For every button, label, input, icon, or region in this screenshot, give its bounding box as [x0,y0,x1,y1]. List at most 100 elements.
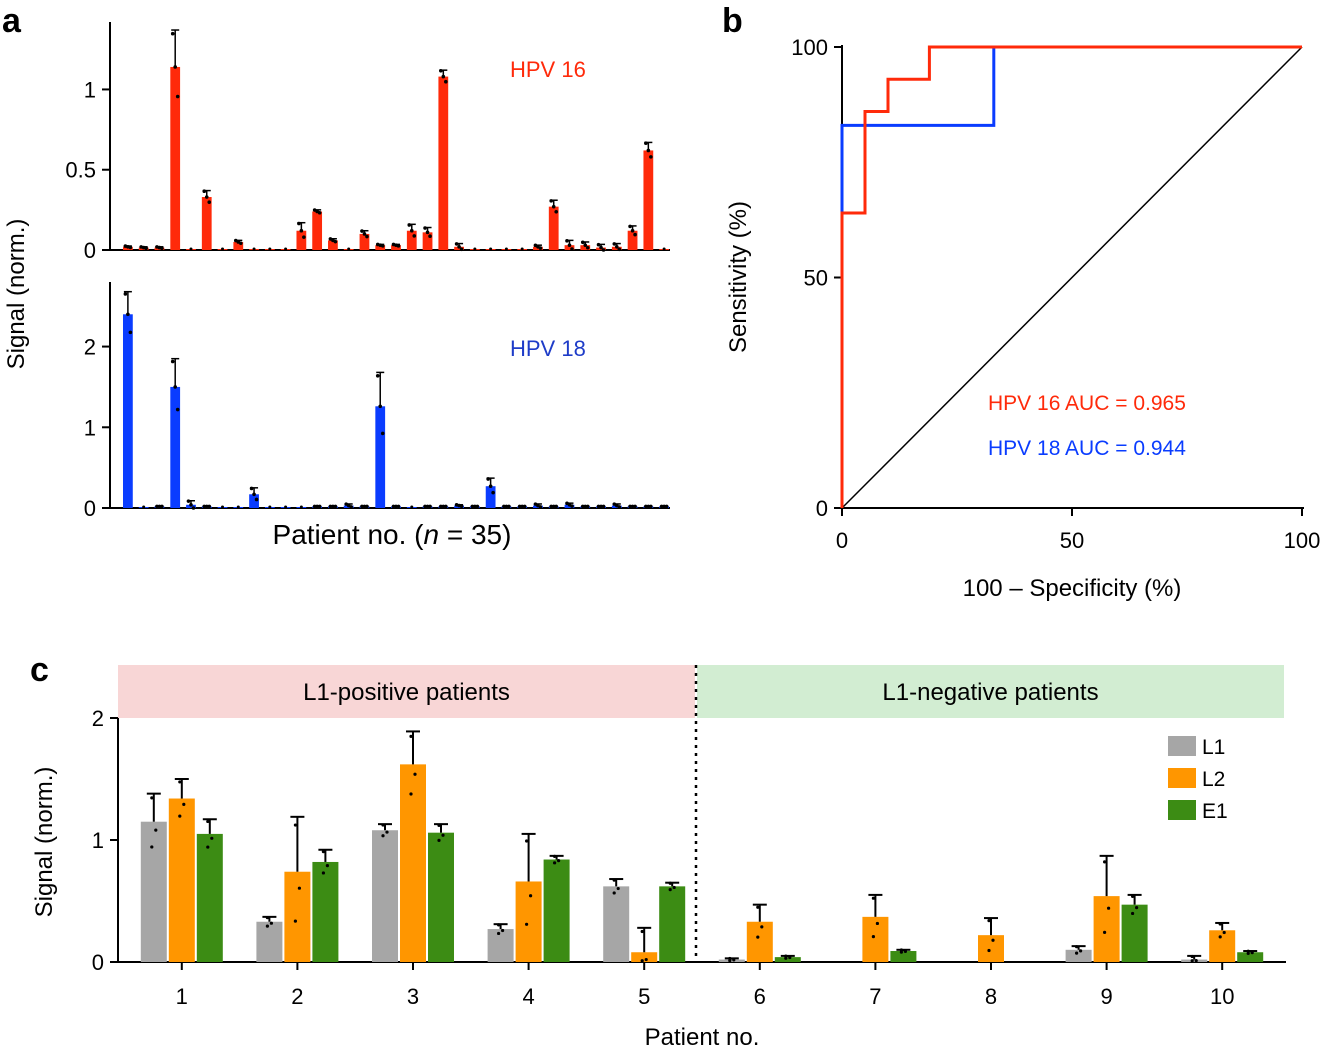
hpv16-data-point [160,246,164,251]
hpv18-data-point [554,504,559,509]
hpv18-data-point [236,505,240,509]
hpv16-data-point [360,229,364,233]
hpv18-data-point [299,505,303,509]
data-point [1079,949,1083,953]
hpv18-data-point [315,504,319,509]
hpv18-data-point [644,504,648,509]
panel-a-xlabel-n: n [424,519,440,550]
hpv16-bar [170,66,181,250]
data-point [210,836,214,840]
bar-l2 [862,916,889,962]
hpv18-data-point [365,504,369,509]
hpv18-data-point [331,504,335,509]
bar-e1 [659,886,686,962]
hpv16-data-point [489,247,493,251]
bar-l2 [168,798,195,962]
hpv18-data-point [522,504,527,509]
hpv16-data-point [459,247,464,252]
panel-b-legend-hpv18: HPV 18 AUC = 0.944 [988,437,1186,460]
data-point [553,854,557,859]
roc-xtick-label: 50 [1060,528,1084,553]
hpv18-data-point [254,497,259,502]
hpv18-data-point [617,505,622,509]
legend-label-e1: E1 [1202,800,1228,823]
hpv18-bar [170,386,181,508]
hpv18-data-point [630,504,635,509]
data-point [381,823,385,827]
hpv18-data-point [425,504,430,509]
data-point [150,796,154,800]
hpv16-data-point [128,245,133,250]
hpv16-bar [201,197,212,250]
hpv16-data-point [425,230,430,235]
data-point [265,915,269,920]
data-point [616,886,620,891]
hpv18-ytick-label: 0 [84,496,96,521]
hpv18-data-point [155,504,159,509]
hpv16-bar [328,240,338,250]
panel-c-ytick-label: 2 [92,706,104,731]
data-point [1218,922,1222,926]
data-point [557,859,561,863]
data-point [1190,954,1194,959]
hpv16-data-point [189,247,193,251]
hpv16-bar [438,76,449,250]
hpv18-data-point [126,312,130,317]
bar-l1 [256,921,283,962]
data-point [1250,951,1254,955]
legend-label-l2: L2 [1202,768,1225,791]
hpv16-bar [359,233,370,250]
hpv18-data-point [284,505,288,509]
hpv18-data-point [538,505,543,509]
panel-a-ylabel: Signal (norm.) [3,219,30,370]
panel-c-ylabel: Signal (norm.) [31,767,58,918]
roc-ytick-label: 50 [804,266,828,291]
data-point [409,792,413,796]
hpv16-bar [233,241,244,250]
hpv16-data-point [628,224,632,229]
hpv16-data-point [441,74,446,79]
data-point [903,949,908,953]
hpv18-data-point [601,504,606,509]
bar-e1 [1237,952,1264,962]
data-point [1135,905,1139,910]
hpv16-data-point [662,247,666,251]
hpv18-data-point [170,359,175,364]
bar-e1 [196,833,223,962]
data-point [293,823,297,827]
hpv16-data-point [317,210,322,215]
hpv16-data-point [457,244,461,249]
hpv16-data-point [268,247,272,251]
data-point [497,923,501,927]
panel-label-a: a [2,2,22,40]
hpv16-data-point [439,69,443,73]
group-band-label: L1-negative patients [882,679,1098,706]
hpv16-data-point [473,247,477,251]
hpv18-data-point [646,504,651,509]
bar-e1 [1121,904,1148,962]
hpv16-data-point [297,221,301,226]
hpv18-data-point [160,504,164,509]
hpv18-data-point [128,330,133,335]
hpv18-data-point [186,499,191,503]
hpv18-data-point [475,504,480,509]
hpv18-bar [375,406,386,508]
roc-curve-hpv18 [840,45,1302,213]
hpv18-data-point [391,504,396,509]
hpv18-data-point [375,373,380,378]
data-point [409,734,413,738]
hpv16-data-point [252,247,256,251]
hpv16-data-point [649,155,653,159]
panel-c-xtick-label: 2 [291,984,303,1009]
hpv16-bar [564,245,575,250]
data-point [497,931,501,936]
legend-swatch-l2 [1168,768,1196,788]
hpv16-bar [422,232,433,250]
data-point [321,849,325,854]
bar-l2 [515,881,542,962]
hpv16-data-point [202,189,207,194]
data-point [381,834,385,838]
hpv18-data-point [570,504,574,508]
hpv16-data-point [630,228,635,233]
panel-b-roc-chart: 0 50 100 0 50 100 [791,35,1320,553]
